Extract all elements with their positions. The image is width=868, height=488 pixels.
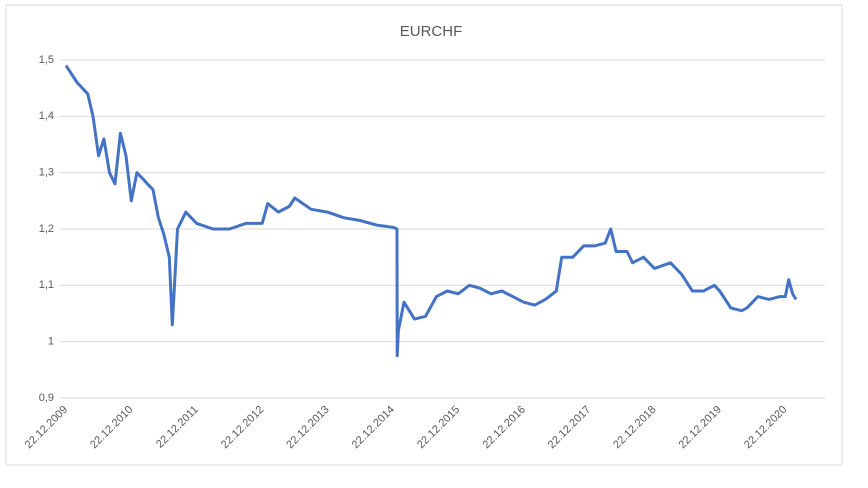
y-tick-label: 1,2	[39, 223, 54, 235]
y-tick-label: 1	[48, 336, 54, 348]
chart-area	[5, 4, 843, 466]
y-tick-label: 1,4	[39, 110, 54, 122]
chart-title: EURCHF	[400, 23, 463, 40]
y-tick-label: 0,9	[39, 392, 54, 404]
y-tick-label: 1,3	[39, 167, 54, 179]
price-line	[64, 64, 798, 358]
y-tick-label: 1,5	[39, 54, 54, 66]
y-tick-label: 1,1	[39, 279, 54, 291]
